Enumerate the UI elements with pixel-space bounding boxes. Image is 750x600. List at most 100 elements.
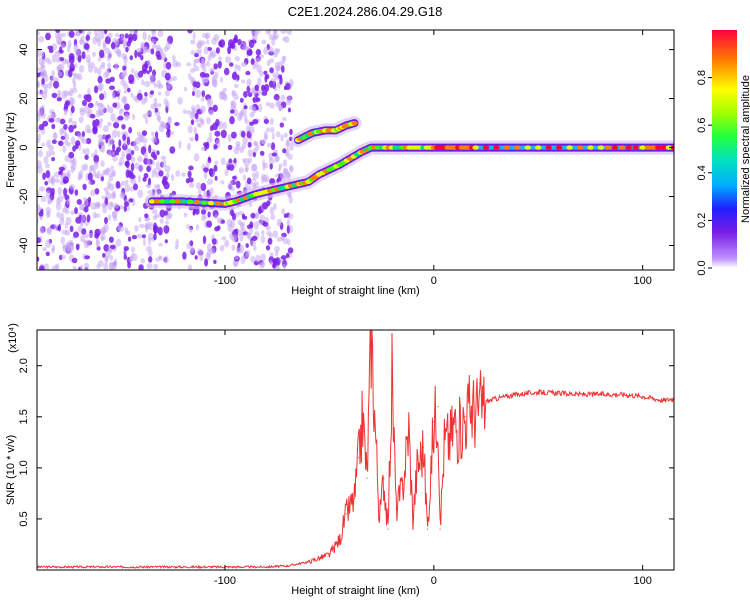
ridge-point: [174, 199, 182, 204]
snr-point: [387, 528, 389, 530]
noise-speckle: [37, 30, 294, 270]
snr-point: [416, 467, 418, 469]
snr-point: [454, 421, 456, 423]
bottom-y-tick-label: 1.0: [18, 460, 30, 475]
ridge-point: [472, 145, 479, 150]
ridge-point: [555, 145, 563, 150]
ridge-point: [148, 199, 156, 204]
snr-point: [437, 406, 439, 408]
top-x-axis-label: Height of straight line (km): [291, 285, 419, 297]
snr-point: [439, 528, 441, 530]
ridge-point: [611, 145, 618, 150]
colorbar-gradient: [712, 30, 737, 268]
colorbar-tick-label: 0.4: [696, 165, 708, 180]
snr-point: [378, 518, 381, 520]
snr-point: [475, 411, 477, 413]
ridge-point: [159, 199, 166, 204]
snr-point: [408, 426, 410, 428]
bottom-y-tick-label: 1.5: [18, 409, 30, 424]
colorbar-label: Normalized spectral amplitude: [740, 75, 750, 223]
snr-point: [558, 392, 560, 394]
snr-point: [374, 426, 376, 428]
bottom-x-tick-label: 0: [431, 575, 437, 587]
bottom-y-axis-label: SNR (10 * v/v): [5, 435, 17, 505]
ridge-point: [351, 120, 358, 126]
snr-point: [401, 487, 404, 489]
top-y-tick-label: -20: [18, 189, 30, 205]
ridge-point: [576, 145, 584, 150]
snr-point: [642, 395, 644, 397]
ridge-point: [545, 145, 552, 150]
snr-point: [287, 565, 289, 567]
bottom-plot-frame: [36, 329, 675, 571]
ridge-point: [164, 199, 171, 204]
ridge-point: [644, 145, 652, 150]
snr-point: [621, 393, 623, 395]
snr-point: [443, 441, 445, 443]
snr-point: [412, 518, 414, 520]
ridge-point: [187, 199, 194, 204]
snr-point: [449, 436, 452, 438]
ridge-point: [649, 145, 657, 150]
spectrogram-area: [37, 30, 674, 270]
snr-plot: -100 0 100 0.5 1.0 1.5 2.0 Height of straight l…: [5, 323, 675, 597]
ridge-point: [625, 145, 632, 150]
ridge-point: [535, 145, 542, 150]
top-y-axis-label: Frequency (Hz): [5, 112, 17, 188]
ridge-point: [514, 145, 521, 150]
snr-point: [370, 331, 372, 333]
ridge-point: [618, 145, 625, 150]
snr-point: [339, 538, 341, 541]
ridge-point: [493, 145, 500, 150]
chart-title: C2E1.2024.286.04.29.G18: [288, 4, 443, 19]
snr-point: [458, 431, 460, 433]
y-multiplier-label: (x10⁴): [7, 323, 19, 353]
ridge-point: [207, 200, 215, 206]
snr-point: [464, 416, 466, 418]
top-y-tick-label: 20: [18, 92, 30, 104]
ridge-point: [153, 199, 161, 204]
snr-point: [600, 393, 602, 395]
top-y-tick-label: 40: [18, 43, 30, 55]
snr-point: [119, 566, 122, 568]
colorbar: 0.0 0.2 0.4 0.6 0.8 Normalized spectral ampli…: [696, 30, 750, 276]
ridge-point: [597, 145, 605, 150]
snr-point: [579, 393, 581, 395]
ridge-point: [180, 199, 187, 204]
bottom-y-tick-label: 2.0: [18, 358, 30, 373]
top-plot-frame: [36, 29, 675, 271]
colorbar-tick-label: 0.2: [696, 213, 708, 228]
ridge-point: [214, 201, 222, 206]
snr-point: [652, 397, 654, 399]
colorbar-tick-label: 0.0: [696, 260, 708, 275]
ridge-point: [169, 199, 176, 204]
ridge-point: [503, 145, 511, 150]
ridge-point: [660, 145, 667, 150]
top-x-tick-label: -100: [214, 275, 236, 287]
snr-point: [433, 421, 435, 423]
ridge-halo: [144, 140, 674, 212]
ridge-point: [193, 200, 201, 205]
snr-point: [328, 554, 330, 556]
ridge-point: [655, 145, 662, 150]
ridge-point: [639, 145, 646, 150]
snr-point: [383, 477, 385, 479]
snr-point: [485, 400, 487, 403]
colorbar-tick-label: 0.6: [696, 118, 708, 133]
top-x-tick-label: 0: [431, 275, 437, 287]
bottom-x-tick-label: 100: [633, 575, 651, 587]
snr-point: [358, 457, 360, 459]
spectrogram-plot: -100 0 100 -40 -20 0 20 40 Height of straight li…: [5, 29, 675, 297]
snr-point: [495, 397, 498, 399]
snr-point: [353, 497, 356, 500]
ridge-point: [200, 200, 208, 205]
snr-point: [307, 561, 310, 563]
snr-point: [395, 508, 397, 510]
snr-point: [537, 391, 539, 393]
top-y-tick-label: -40: [18, 238, 30, 254]
ridge-point: [524, 145, 531, 150]
top-y-tick-label: 0: [18, 144, 30, 150]
snr-point: [516, 393, 519, 395]
bottom-x-tick-label: -100: [214, 575, 236, 587]
